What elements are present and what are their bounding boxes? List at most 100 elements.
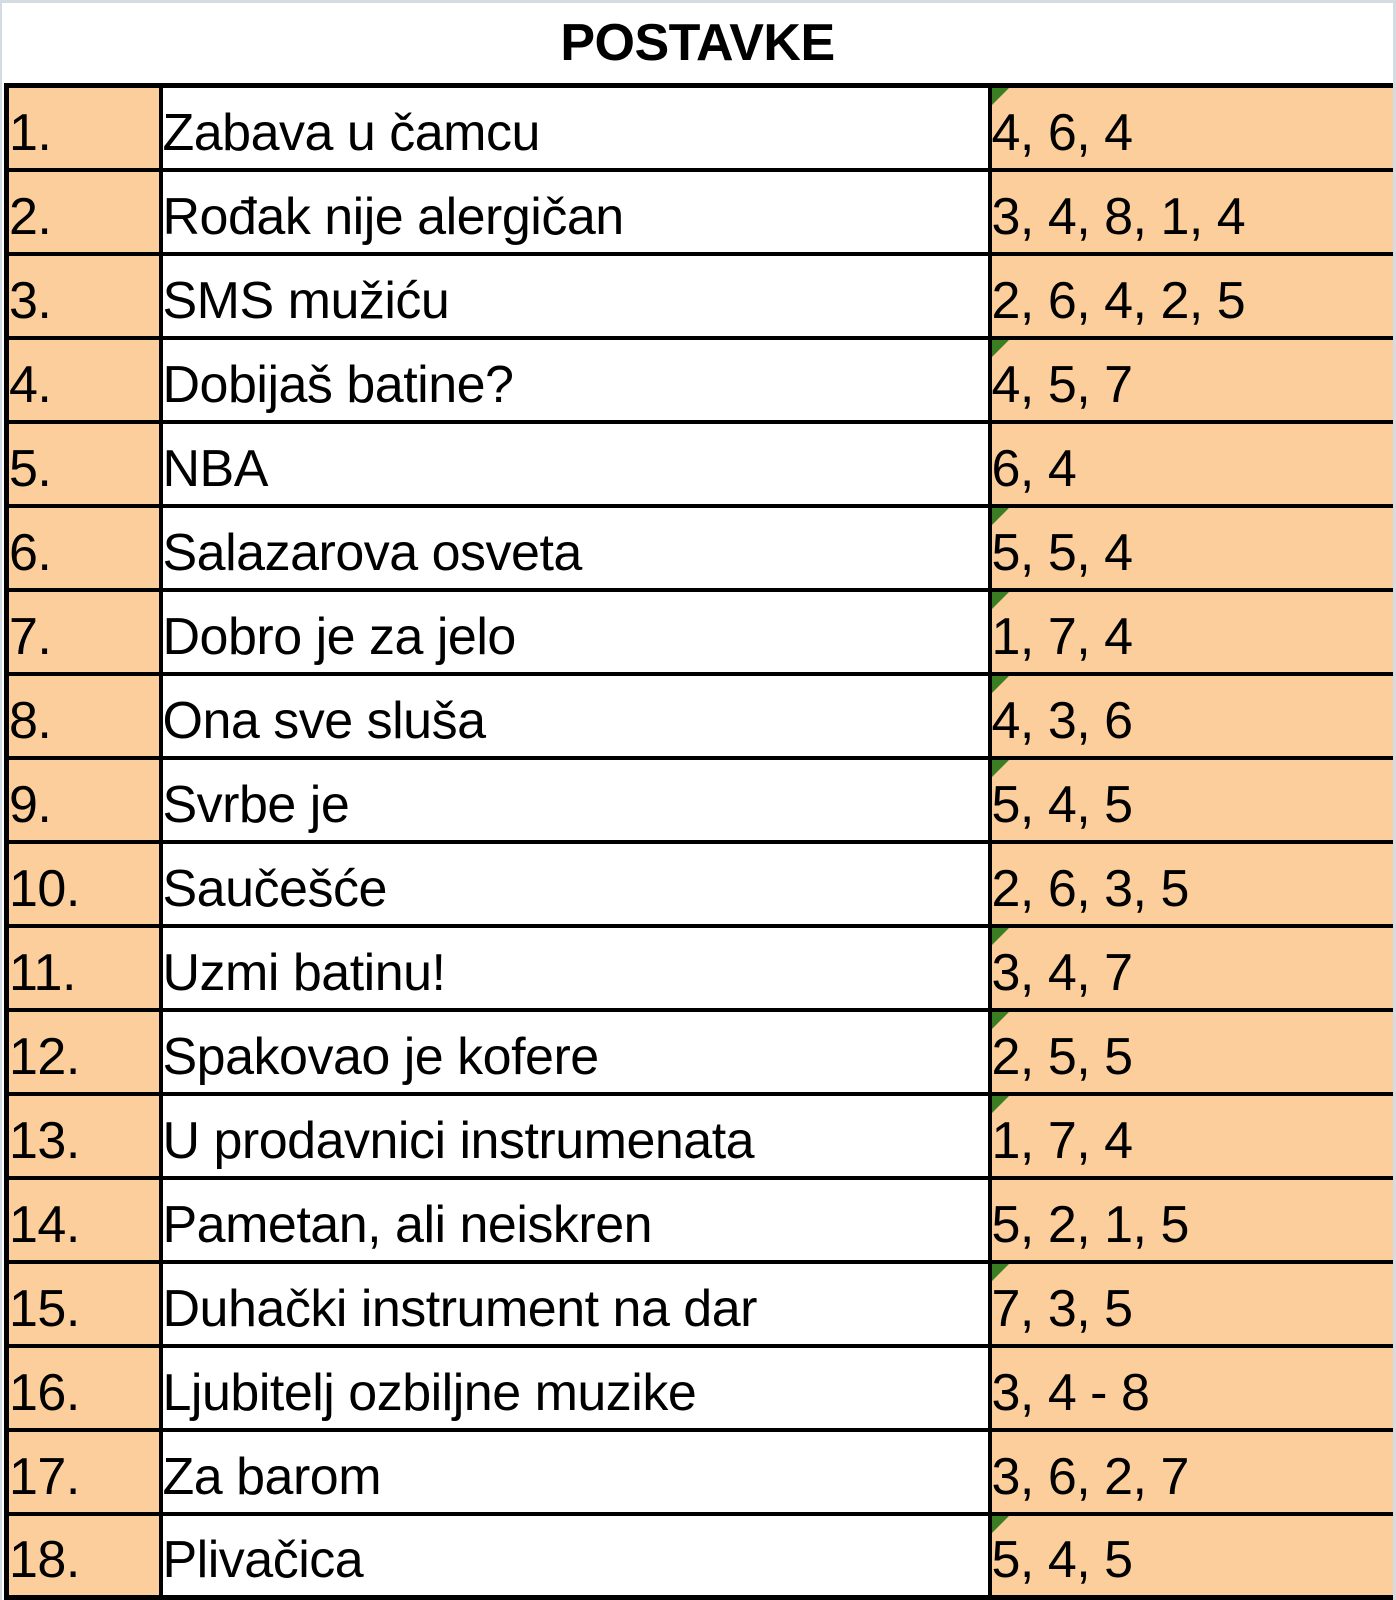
table-row: 4. Dobijaš batine? 4, 5, 7	[4, 335, 1393, 424]
clue-cell[interactable]: Dobro je za jelo	[158, 587, 992, 676]
counts-text: 1, 7, 4	[991, 607, 1134, 666]
table-row: 5. NBA 6, 4	[4, 419, 1393, 508]
counts-cell[interactable]: 5, 4, 5	[987, 755, 1393, 844]
clue-cell[interactable]: Svrbe je	[158, 755, 992, 844]
clue-cell[interactable]: Spakovao je kofere	[158, 1007, 992, 1096]
counts-cell[interactable]: 1, 7, 4	[987, 1091, 1393, 1180]
clue-cell[interactable]: Zabava u čamcu	[158, 83, 992, 172]
row-number-cell[interactable]: 10.	[4, 839, 163, 928]
counts-text: 6, 4	[991, 439, 1077, 498]
clue-cell[interactable]: Dobijaš batine?	[158, 335, 992, 424]
row-number-cell[interactable]: 11.	[4, 923, 163, 1012]
table-row: 6. Salazarova osveta 5, 5, 4	[4, 503, 1393, 592]
table-row: 12. Spakovao je kofere 2, 5, 5	[4, 1007, 1393, 1096]
row-number-cell[interactable]: 12.	[4, 1007, 163, 1096]
clue-cell[interactable]: Pametan, ali neiskren	[158, 1175, 992, 1264]
comment-flag-icon	[993, 1265, 1009, 1281]
counts-text: 2, 5, 5	[991, 1027, 1134, 1086]
clue-cell[interactable]: Za barom	[158, 1427, 992, 1516]
clue-cell[interactable]: U prodavnici instrumenata	[158, 1091, 992, 1180]
counts-cell[interactable]: 7, 3, 5	[987, 1259, 1393, 1348]
counts-text: 4, 6, 4	[991, 103, 1134, 162]
table-row: 13. U prodavnici instrumenata 1, 7, 4	[4, 1091, 1393, 1180]
comment-flag-icon	[993, 761, 1009, 777]
counts-cell[interactable]: 3, 4, 7	[987, 923, 1393, 1012]
counts-text: 5, 4, 5	[991, 1531, 1134, 1590]
comment-flag-icon	[993, 593, 1009, 609]
clue-cell[interactable]: SMS mužiću	[158, 251, 992, 340]
table-row: 8. Ona sve sluša 4, 3, 6	[4, 671, 1393, 760]
table-row: 2. Rođak nije alergičan 3, 4, 8, 1, 4	[4, 167, 1393, 256]
row-number-cell[interactable]: 7.	[4, 587, 163, 676]
clue-cell[interactable]: Ona sve sluša	[158, 671, 992, 760]
counts-cell[interactable]: 5, 5, 4	[987, 503, 1393, 592]
counts-text: 3, 4, 8, 1, 4	[991, 187, 1246, 246]
counts-cell[interactable]: 2, 6, 3, 5	[987, 839, 1393, 928]
counts-cell[interactable]: 1, 7, 4	[987, 587, 1393, 676]
clue-cell[interactable]: Rođak nije alergičan	[158, 167, 992, 256]
counts-cell[interactable]: 4, 5, 7	[987, 335, 1393, 424]
counts-cell[interactable]: 5, 4, 5	[987, 1511, 1393, 1600]
counts-cell[interactable]: 3, 4 - 8	[987, 1343, 1393, 1432]
row-number-cell[interactable]: 6.	[4, 503, 163, 592]
clue-cell[interactable]: Plivačica	[158, 1511, 992, 1600]
counts-cell[interactable]: 6, 4	[987, 419, 1393, 508]
clue-cell[interactable]: Salazarova osveta	[158, 503, 992, 592]
clue-cell[interactable]: Duhački instrument na dar	[158, 1259, 992, 1348]
counts-text: 3, 4 - 8	[991, 1363, 1150, 1422]
table-row: 9. Svrbe je 5, 4, 5	[4, 755, 1393, 844]
comment-flag-icon	[993, 89, 1009, 105]
clue-cell[interactable]: Uzmi batinu!	[158, 923, 992, 1012]
row-number-cell[interactable]: 8.	[4, 671, 163, 760]
counts-cell[interactable]: 4, 3, 6	[987, 671, 1393, 760]
counts-text: 1, 7, 4	[991, 1111, 1134, 1170]
row-number-cell[interactable]: 4.	[4, 335, 163, 424]
row-number-cell[interactable]: 17.	[4, 1427, 163, 1516]
table-row: 3. SMS mužiću 2, 6, 4, 2, 5	[4, 251, 1393, 340]
counts-cell[interactable]: 2, 6, 4, 2, 5	[987, 251, 1393, 340]
clue-cell[interactable]: NBA	[158, 419, 992, 508]
counts-text: 3, 4, 7	[991, 943, 1134, 1002]
row-number-cell[interactable]: 9.	[4, 755, 163, 844]
comment-flag-icon	[993, 509, 1009, 525]
row-number-cell[interactable]: 16.	[4, 1343, 163, 1432]
row-number-cell[interactable]: 13.	[4, 1091, 163, 1180]
counts-text: 2, 6, 4, 2, 5	[991, 271, 1246, 330]
table-row: 17. Za barom 3, 6, 2, 7	[4, 1427, 1393, 1516]
counts-text: 5, 4, 5	[991, 775, 1134, 834]
table-row: 16. Ljubitelj ozbiljne muzike 3, 4 - 8	[4, 1343, 1393, 1432]
table-title-row: POSTAVKE	[2, 3, 1393, 83]
row-number-cell[interactable]: 15.	[4, 1259, 163, 1348]
table-row: 18. Plivačica 5, 4, 5	[4, 1511, 1393, 1600]
counts-text: 4, 5, 7	[991, 355, 1134, 414]
counts-text: 3, 6, 2, 7	[991, 1447, 1190, 1506]
table-row: 11. Uzmi batinu! 3, 4, 7	[4, 923, 1393, 1012]
counts-text: 2, 6, 3, 5	[991, 859, 1190, 918]
row-number-cell[interactable]: 14.	[4, 1175, 163, 1264]
clue-cell[interactable]: Ljubitelj ozbiljne muzike	[158, 1343, 992, 1432]
row-number-cell[interactable]: 2.	[4, 167, 163, 256]
comment-flag-icon	[993, 929, 1009, 945]
counts-text: 7, 3, 5	[991, 1279, 1134, 1338]
table-row: 14. Pametan, ali neiskren 5, 2, 1, 5	[4, 1175, 1393, 1264]
table-row: 10. Saučešće 2, 6, 3, 5	[4, 839, 1393, 928]
comment-flag-icon	[993, 1013, 1009, 1029]
counts-cell[interactable]: 4, 6, 4	[987, 83, 1393, 172]
counts-cell[interactable]: 5, 2, 1, 5	[987, 1175, 1393, 1264]
counts-cell[interactable]: 2, 5, 5	[987, 1007, 1393, 1096]
comment-flag-icon	[993, 1517, 1009, 1533]
row-number-cell[interactable]: 18.	[4, 1511, 163, 1600]
comment-flag-icon	[993, 1097, 1009, 1113]
clue-cell[interactable]: Saučešće	[158, 839, 992, 928]
row-number-cell[interactable]: 1.	[4, 83, 163, 172]
counts-cell[interactable]: 3, 4, 8, 1, 4	[987, 167, 1393, 256]
counts-text: 5, 5, 4	[991, 523, 1134, 582]
page-title: POSTAVKE	[560, 14, 835, 72]
counts-text: 4, 3, 6	[991, 691, 1134, 750]
table-row: 7. Dobro je za jelo 1, 7, 4	[4, 587, 1393, 676]
counts-cell[interactable]: 3, 6, 2, 7	[987, 1427, 1393, 1516]
row-number-cell[interactable]: 3.	[4, 251, 163, 340]
table-row: 15. Duhački instrument na dar 7, 3, 5	[4, 1259, 1393, 1348]
row-number-cell[interactable]: 5.	[4, 419, 163, 508]
